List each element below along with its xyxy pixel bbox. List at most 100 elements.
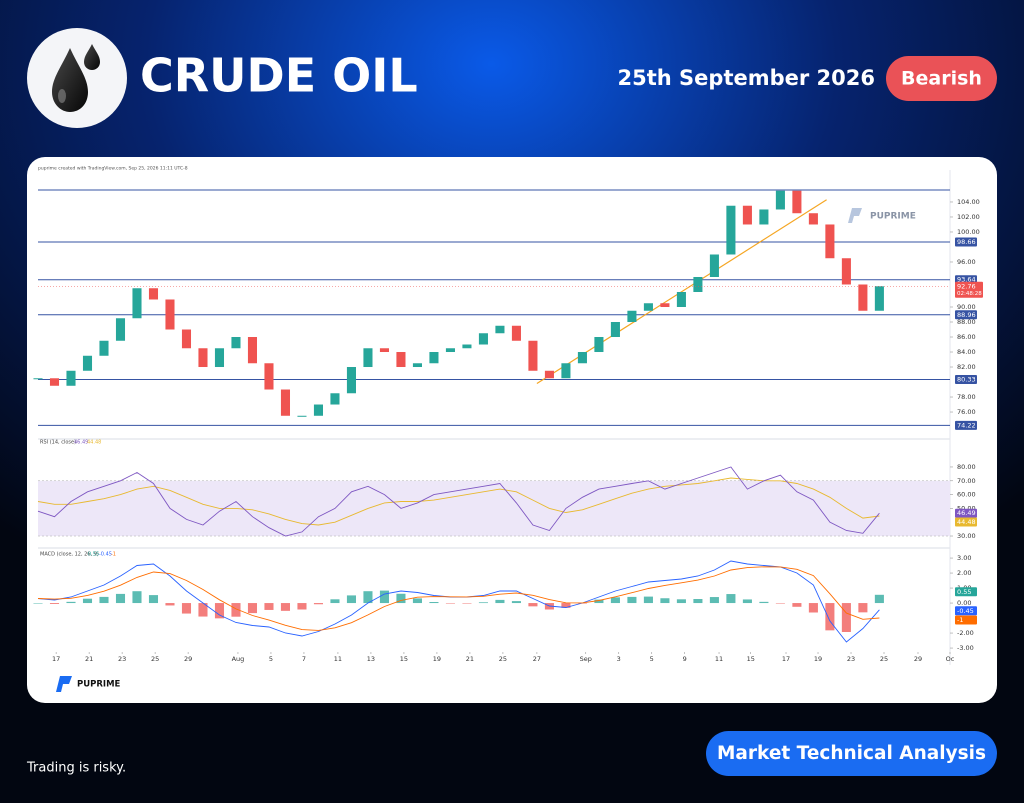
candle — [511, 325, 521, 341]
macd-histogram-bar — [396, 593, 406, 604]
x-tick-label: 9 — [683, 655, 687, 663]
rsi-ma-last-label-box — [955, 517, 977, 527]
candle — [742, 205, 752, 225]
macd-hist-last-label-box — [955, 587, 977, 597]
sentiment: Bearish — [901, 68, 982, 90]
macd-histogram-bar — [627, 596, 637, 604]
level-label: 93.64 — [957, 276, 976, 284]
macd-histogram-bar — [115, 593, 126, 604]
macd-histogram-bar — [429, 602, 439, 604]
macd-histogram-bar — [33, 603, 43, 604]
candle — [231, 337, 241, 349]
candle — [379, 348, 389, 353]
y-tick-label: 80.00 — [957, 463, 976, 471]
candle — [874, 286, 884, 311]
candle — [396, 352, 406, 368]
candle — [825, 224, 835, 259]
candle — [363, 348, 373, 368]
watermark: PUPRIME — [870, 212, 916, 222]
last-price-box — [955, 281, 983, 298]
macd-last-label-box — [955, 606, 977, 616]
candle — [313, 404, 323, 416]
category-badge — [706, 731, 997, 776]
macd-histogram-bar — [693, 599, 703, 604]
rsi-line — [37, 466, 880, 537]
x-tick-label: 27 — [533, 655, 541, 663]
candle — [775, 190, 785, 210]
level-label: 80.33 — [957, 376, 976, 384]
macd-histogram-bar — [49, 603, 60, 604]
candle — [429, 352, 439, 364]
sentiment-badge — [886, 56, 997, 101]
candle — [759, 209, 769, 225]
brand-icon — [56, 676, 72, 692]
title: CRUDE OIL — [140, 49, 418, 103]
macd-histogram-bar — [858, 603, 868, 613]
candle — [808, 213, 818, 225]
macd-histogram-bar — [709, 597, 719, 604]
macd-histogram-bar — [511, 601, 521, 604]
candle — [709, 254, 719, 277]
candle — [412, 363, 422, 368]
candle — [115, 318, 126, 341]
y-tick-label: 50.00 — [957, 504, 976, 512]
rsi-ma-value: 44.48 — [87, 440, 101, 446]
candle — [66, 370, 76, 386]
macd-histogram-bar — [231, 603, 241, 617]
y-tick-label: 96.00 — [957, 258, 976, 266]
macd-histogram-bar — [775, 603, 785, 604]
x-tick-label: 19 — [814, 655, 822, 663]
macd-histogram-bar — [825, 603, 835, 631]
macd-histogram-bar — [726, 594, 736, 604]
x-tick-label: 5 — [650, 655, 654, 663]
candle — [181, 329, 192, 349]
level-label: 98.66 — [957, 238, 976, 246]
countdown: 02:48:28 — [957, 291, 982, 297]
x-tick-label: 25 — [499, 655, 507, 663]
macd-histogram-bar — [379, 590, 389, 604]
macd-histogram-bar — [660, 598, 670, 604]
macd-histogram-bar — [264, 603, 274, 610]
x-tick-label: 25 — [880, 655, 888, 663]
x-tick-label: 17 — [52, 655, 60, 663]
y-tick-label: 78.00 — [957, 393, 976, 401]
date: 25th September 2026 — [618, 66, 875, 90]
macd-histogram-bar — [148, 595, 159, 604]
macd-histogram-bar — [346, 595, 356, 604]
caption: puprime created with TradingView.com, Se… — [38, 166, 188, 172]
candle — [346, 367, 356, 394]
macd-histogram-bar — [82, 598, 93, 604]
candle — [99, 340, 109, 356]
candle — [577, 352, 587, 364]
candle — [214, 348, 225, 368]
y-tick-label: 70.00 — [957, 477, 976, 485]
y-tick-label: 88.00 — [957, 318, 976, 326]
x-tick-label: 15 — [400, 655, 408, 663]
candle — [594, 337, 604, 353]
chart-card — [27, 157, 997, 703]
y-tick-label: -2.00 — [957, 629, 974, 637]
x-tick-label: 19 — [433, 655, 441, 663]
level-label-box — [955, 310, 977, 320]
x-tick-label: 11 — [334, 655, 342, 663]
macd-histogram-bar — [676, 599, 686, 604]
signal-last-label-box — [955, 615, 977, 625]
disclaimer: Trading is risky. — [26, 761, 126, 776]
chart: puprime created with TradingView.com, Se… — [33, 166, 983, 692]
candle — [627, 310, 637, 323]
x-tick-label: 17 — [782, 655, 790, 663]
macd-value: -0.45 — [99, 552, 112, 558]
macd-histogram-bar — [594, 599, 604, 604]
candle — [330, 393, 340, 405]
y-tick-label: -3.00 — [957, 644, 974, 652]
logo — [27, 28, 127, 128]
macd-histogram-bar — [412, 598, 422, 604]
candle — [247, 337, 258, 364]
x-tick-label: Oc — [946, 655, 955, 663]
y-tick-label: 82.00 — [957, 363, 976, 371]
x-tick-label: 15 — [747, 655, 755, 663]
candle — [528, 340, 538, 371]
macd-histogram-bar — [759, 601, 769, 604]
